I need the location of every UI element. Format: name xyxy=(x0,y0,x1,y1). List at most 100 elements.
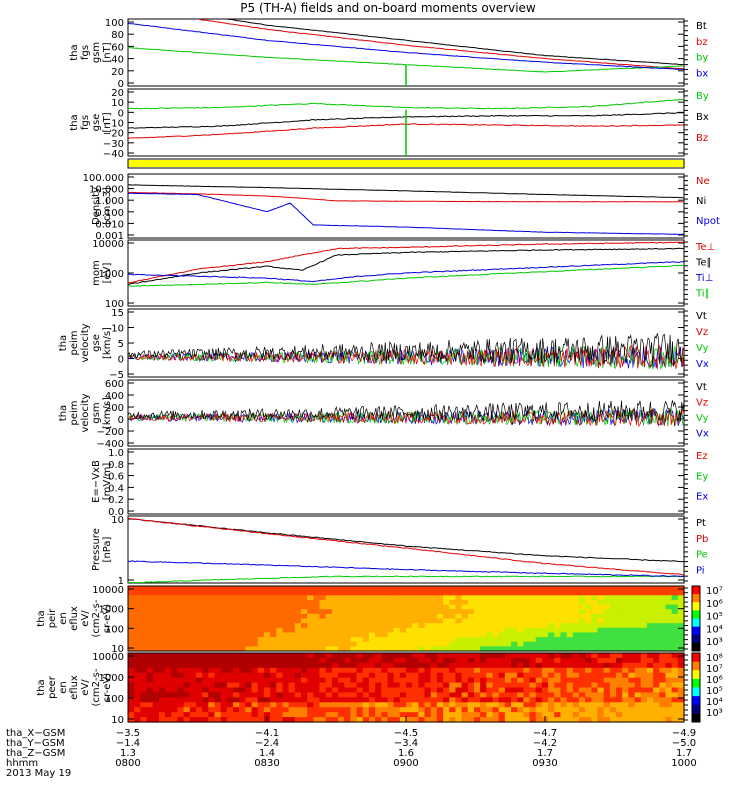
heatmap-cell xyxy=(263,609,271,615)
heatmap-cell xyxy=(572,613,580,620)
heatmap-cell xyxy=(677,590,685,596)
heatmap-cell xyxy=(257,672,265,679)
heatmap-cell xyxy=(511,586,518,592)
heatmap-cell xyxy=(393,653,401,659)
heatmap-cell xyxy=(140,677,148,684)
heatmap-cell xyxy=(300,672,308,679)
heatmap-cell xyxy=(251,697,259,703)
heatmap-cell xyxy=(282,697,290,703)
heatmap-cell xyxy=(165,618,172,624)
heatmap-cell xyxy=(659,586,667,592)
heatmap-cell xyxy=(511,641,518,647)
heatmap-cell xyxy=(146,627,154,634)
series-line-By xyxy=(128,98,684,110)
heatmap-cell xyxy=(609,697,617,703)
heatmap-cell xyxy=(480,662,487,669)
heatmap-cell xyxy=(307,692,314,698)
heatmap-cell xyxy=(288,712,296,718)
heatmap-cell xyxy=(461,586,469,592)
heatmap-cell xyxy=(566,672,574,679)
heatmap-cell xyxy=(597,717,605,723)
heatmap-cell xyxy=(177,623,185,629)
heatmap-cell xyxy=(424,682,432,689)
heatmap-cell xyxy=(158,637,166,643)
y-tick-label: 60 xyxy=(111,42,124,53)
heatmap-cell xyxy=(541,667,549,674)
heatmap-cell xyxy=(177,697,185,703)
heatmap-cell xyxy=(492,637,500,643)
heatmap-cell xyxy=(319,646,327,652)
heatmap-cell xyxy=(276,599,284,606)
colorbar-tick-label: 10⁵ xyxy=(706,612,723,623)
heatmap-cell xyxy=(257,697,265,703)
heatmap-cell xyxy=(276,590,284,596)
heatmap-cell xyxy=(665,618,673,624)
heatmap-cell xyxy=(418,613,426,620)
heatmap-cell xyxy=(535,613,543,620)
heatmap-cell xyxy=(554,717,562,723)
heatmap-cell xyxy=(300,623,308,629)
heatmap-cell xyxy=(134,595,141,601)
heatmap-cell xyxy=(622,712,629,718)
heatmap-cell xyxy=(665,604,673,610)
heatmap-cell xyxy=(263,595,271,601)
heatmap-cell xyxy=(344,604,351,610)
heatmap-cell xyxy=(208,682,216,689)
legend-entry: Vz xyxy=(696,327,708,338)
heatmap-cell xyxy=(338,707,345,713)
heatmap-cell xyxy=(331,672,339,679)
heatmap-cell xyxy=(375,641,382,647)
heatmap-cell xyxy=(165,712,172,718)
heatmap-cell xyxy=(208,662,216,669)
heatmap-cell xyxy=(245,717,253,723)
heatmap-cell xyxy=(480,707,487,713)
heatmap-cell xyxy=(671,697,679,703)
heatmap-cell xyxy=(554,632,562,638)
heatmap-cell xyxy=(338,595,345,601)
heatmap-cell xyxy=(640,618,648,624)
heatmap-cell xyxy=(381,692,389,698)
heatmap-cell xyxy=(214,672,222,679)
heatmap-cell xyxy=(486,595,494,601)
colorbar-segment xyxy=(692,687,700,697)
heatmap-cell xyxy=(473,687,481,694)
heatmap-cell xyxy=(412,586,419,592)
heatmap-cell xyxy=(158,627,166,634)
heatmap-cell xyxy=(646,672,654,679)
heatmap-cell xyxy=(381,646,389,652)
heatmap-cell xyxy=(307,590,314,596)
heatmap-cell xyxy=(214,697,222,703)
heatmap-cell xyxy=(418,662,426,669)
heatmap-cell xyxy=(251,717,259,723)
heatmap-cell xyxy=(659,641,667,647)
heatmap-cell xyxy=(504,682,512,689)
heatmap-cell xyxy=(251,687,259,694)
heatmap-cell xyxy=(634,697,642,703)
heatmap-cell xyxy=(616,623,623,629)
heatmap-cell xyxy=(597,618,605,624)
heatmap-cell xyxy=(158,604,166,610)
heatmap-cell xyxy=(344,667,351,674)
heatmap-cell xyxy=(189,697,197,703)
heatmap-cell xyxy=(406,627,413,634)
heatmap-cell xyxy=(331,646,339,652)
heatmap-cell xyxy=(208,613,216,620)
heatmap-cell xyxy=(375,618,382,624)
heatmap-cell xyxy=(597,667,605,674)
heatmap-cell xyxy=(467,692,475,698)
heatmap-cell xyxy=(152,618,160,624)
heatmap-cell xyxy=(189,637,197,643)
heatmap-cell xyxy=(677,618,685,624)
heatmap-cell xyxy=(375,604,382,610)
heatmap-cell xyxy=(591,692,599,698)
heatmap-cell xyxy=(245,604,253,610)
heatmap-cell xyxy=(134,637,141,643)
heatmap-cell xyxy=(535,687,543,694)
heatmap-cell xyxy=(171,618,179,624)
heatmap-cell xyxy=(628,641,636,647)
heatmap-cell xyxy=(467,667,475,674)
legend-entry: By xyxy=(696,91,709,102)
heatmap-cell xyxy=(511,595,518,601)
heatmap-cell xyxy=(498,682,506,689)
heatmap-cell xyxy=(597,687,605,694)
